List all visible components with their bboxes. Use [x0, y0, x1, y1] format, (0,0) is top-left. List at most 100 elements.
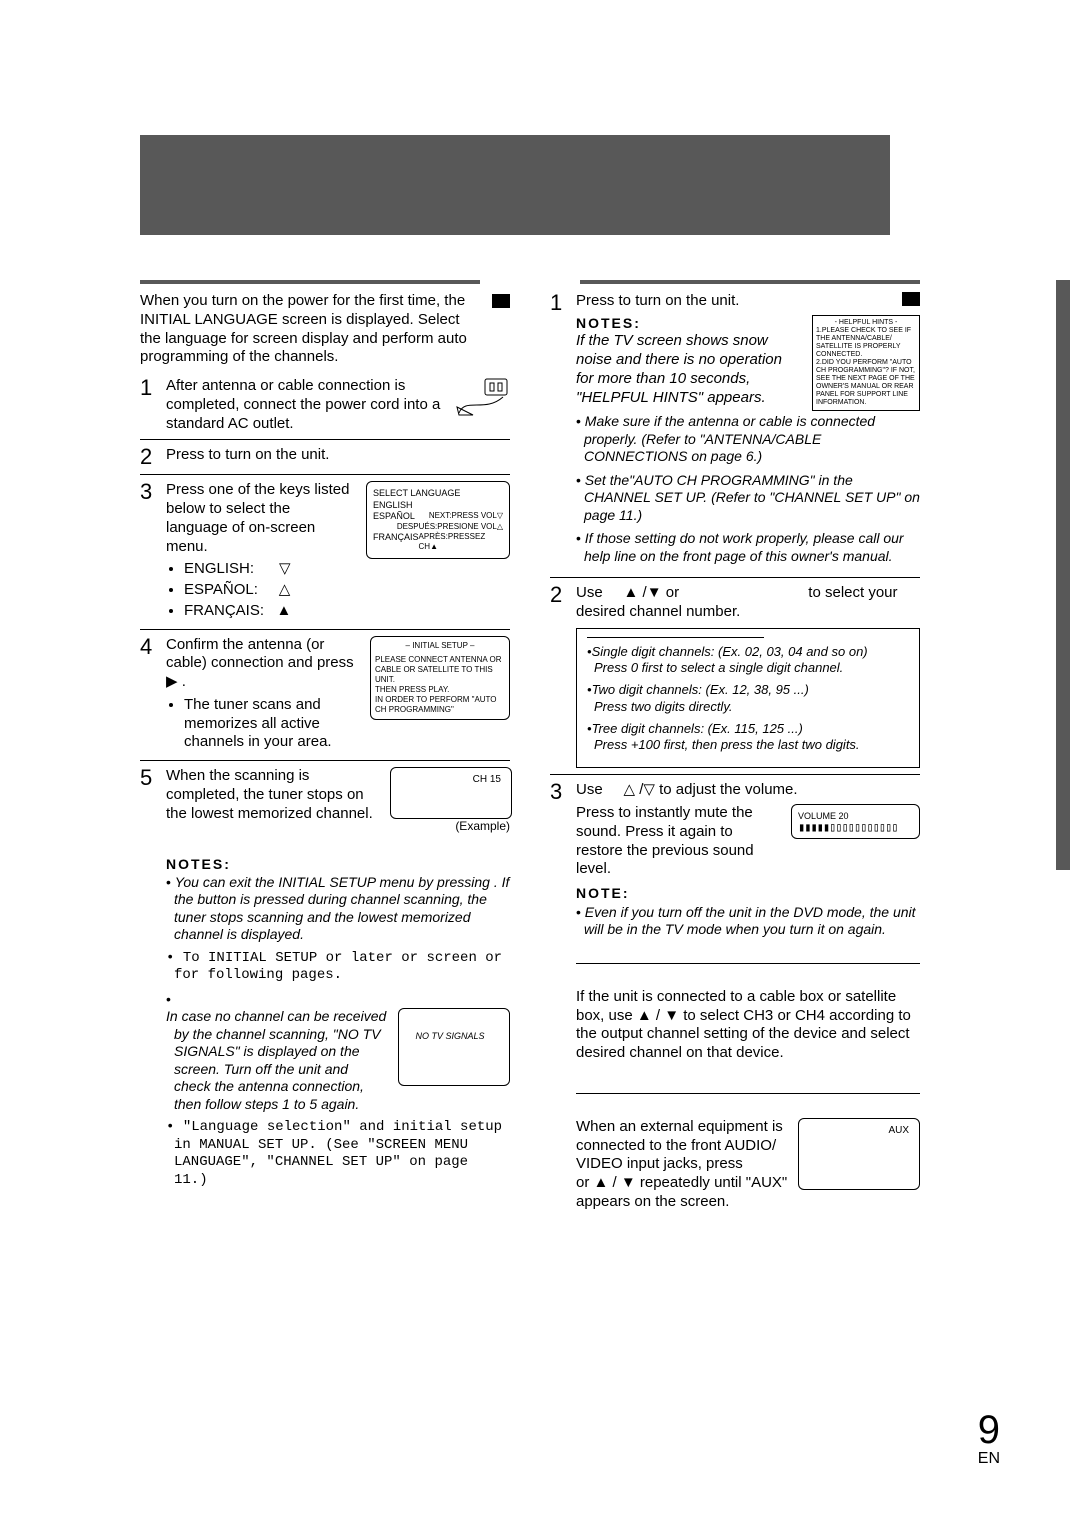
note-item: If those setting do not work properly, p… — [576, 530, 920, 565]
rs3-a: Use — [576, 781, 607, 798]
lang-espanol: ESPAÑOL: △ — [184, 581, 356, 600]
left-step-4: 4 Confirm the antenna (or cable) connect… — [140, 629, 510, 755]
left-rule — [140, 280, 480, 284]
power-icon — [902, 292, 920, 306]
rs2-b: or — [666, 584, 684, 601]
step2-a: Press — [166, 446, 209, 463]
note-item: To INITIAL SETUP or later or screen or f… — [166, 950, 510, 985]
osd-no-signal: NO TV SIGNALS — [398, 1008, 510, 1086]
vol-up-icon: △ — [279, 581, 291, 598]
ch-up-icon: ▲ — [624, 584, 639, 601]
step1-text: After antenna or cable connection is com… — [166, 377, 445, 433]
osd-language: SELECT LANGUAGE ENGLISH ESPAÑOL NEXT:PRE… — [366, 481, 510, 559]
right-column: 1 Press to turn on the unit. NOTES: — [550, 280, 920, 1212]
page: When you turn on the power for the first… — [0, 0, 1080, 1528]
osd-aux: AUX — [798, 1118, 920, 1190]
step-number: 1 — [550, 292, 576, 571]
mute-text: Press to instantly mute the sound. Press… — [576, 804, 781, 879]
left-step-1: 1 After antenna or cable connection is c… — [140, 377, 510, 433]
left-notes: NOTES: You can exit the INITIAL SETUP me… — [140, 856, 510, 1189]
osd-row: ESPAÑOL — [373, 511, 415, 522]
step2-b: to turn on the unit. — [209, 446, 330, 463]
notes-heading: NOTES: — [576, 315, 802, 333]
rs2-a: Use — [576, 584, 607, 601]
tip-line: •Two digit channels: (Ex. 12, 38, 95 ...… — [587, 682, 909, 715]
osd-body: PLEASE CONNECT ANTENNA OR CABLE OR SATEL… — [375, 655, 505, 715]
step-number: 2 — [550, 584, 576, 622]
left-step-3: 3 Press one of the keys listed below to … — [140, 474, 510, 622]
intro-note-body: If the TV screen shows snow noise and th… — [576, 332, 802, 407]
plug-illustration — [455, 377, 510, 417]
step-number: 4 — [140, 636, 166, 755]
side-accent — [1056, 280, 1070, 870]
step-number: 5 — [140, 767, 166, 834]
step4-li: The tuner scans and memorizes all active… — [184, 696, 360, 752]
right-step-2: 2 Use ▲ /▼ or to select your desired cha… — [550, 577, 920, 622]
hints-title: - HELPFUL HINTS - — [816, 319, 916, 327]
lang-fr-label: FRANÇAIS: — [184, 602, 264, 619]
osd-row: APRÈS:PRESSEZ CH▲ — [419, 532, 503, 552]
vol-bar: ▮▮▮▮▮▯▯▯▯▯▯▯▯▯▯▯ — [798, 822, 913, 832]
content: When you turn on the power for the first… — [140, 280, 920, 1212]
cable-box-para: If the unit is connected to a cable box … — [550, 988, 920, 1063]
note-item: Set the"AUTO CH PROGRAMMING" in the CHAN… — [576, 472, 920, 525]
osd-channel-example: CH 15 — [390, 767, 512, 819]
step-number: 1 — [140, 377, 166, 433]
note-item: Even if you turn off the unit in the DVD… — [576, 904, 920, 939]
step5-text: When the scanning is completed, the tune… — [166, 767, 380, 823]
osd-row: FRANÇAIS — [373, 532, 419, 552]
header-banner — [140, 135, 890, 235]
notes-heading: NOTES: — [166, 856, 510, 874]
lang-francais: FRANÇAIS: ▲ — [184, 602, 356, 621]
example-label: (Example) — [390, 819, 510, 834]
osd-volume: VOLUME 20 ▮▮▮▮▮▯▯▯▯▯▯▯▯▯▯▯ — [791, 804, 920, 839]
left-column: When you turn on the power for the first… — [140, 280, 510, 1212]
lang-en-label: ENGLISH: — [184, 560, 254, 577]
hints-body: 1.PLEASE CHECK TO SEE IF THE ANTENNA/CAB… — [816, 327, 916, 407]
rs3-b: to adjust the volume. — [659, 781, 797, 798]
step3-lead: Press one of the keys listed below to se… — [166, 481, 356, 556]
intro-text: When you turn on the power for the first… — [140, 292, 478, 367]
note-item: In case no channel can be received by th… — [166, 991, 510, 1114]
vol-down-icon: ▽ — [279, 560, 291, 577]
osd-row: ENGLISH — [373, 500, 503, 511]
rs1-b: to turn on the unit. — [619, 292, 740, 309]
channel-tips-box: •Single digit channels: (Ex. 02, 03, 04 … — [576, 628, 920, 769]
rs1-a: Press — [576, 292, 619, 309]
step-number: 3 — [550, 781, 576, 945]
step4-a: Confirm the antenna (or cable) connectio… — [166, 636, 354, 672]
aux-b: or ▲ / ▼ repeatedly until "AUX" appears … — [576, 1174, 787, 1210]
play-icon: ▶ — [166, 673, 178, 690]
left-step-2: 2 Press to turn on the unit. — [140, 439, 510, 468]
right-step-1: 1 Press to turn on the unit. NOTES: — [550, 292, 920, 571]
left-step-5: 5 When the scanning is completed, the tu… — [140, 760, 510, 834]
aux-a: When an external equipment is connected … — [576, 1118, 783, 1173]
osd-row: NEXT:PRESS VOL▽ — [429, 511, 503, 522]
page-number: 9 EN — [978, 1410, 1000, 1468]
tip-line: •Single digit channels: (Ex. 02, 03, 04 … — [587, 644, 909, 677]
osd-initial-setup: – INITIAL SETUP – PLEASE CONNECT ANTENNA… — [370, 636, 510, 720]
lang-english: ENGLISH: ▽ — [184, 560, 356, 579]
page-number-value: 9 — [978, 1410, 1000, 1450]
note-text: In case no channel can be received by th… — [174, 1008, 388, 1113]
lang-es-label: ESPAÑOL: — [184, 581, 258, 598]
step-number: 3 — [140, 481, 166, 622]
step4-b: . — [182, 673, 186, 690]
page-lang: EN — [978, 1450, 1000, 1468]
vol-up-icon: △ — [624, 781, 636, 798]
osd-helpful-hints: - HELPFUL HINTS - 1.PLEASE CHECK TO SEE … — [812, 315, 920, 412]
note-heading: NOTE: — [576, 885, 630, 901]
osd-title: SELECT LANGUAGE — [373, 488, 503, 499]
osd-row: DESPUÉS:PRESIONE VOL△ — [373, 522, 503, 532]
right-rule — [580, 280, 920, 284]
right-step-3: 3 Use △ /▽ to adjust the volume. Press t… — [550, 774, 920, 945]
tip-line: •Tree digit channels: (Ex. 115, 125 ...)… — [587, 721, 909, 754]
vol-down-icon: ▽ — [643, 781, 655, 798]
note-item: You can exit the INITIAL SETUP menu by p… — [166, 874, 510, 944]
step-number: 2 — [140, 446, 166, 468]
power-icon — [492, 294, 510, 308]
ch-down-icon: ▼ — [647, 584, 662, 601]
aux-section: When an external equipment is connected … — [550, 1118, 920, 1212]
ch-up-icon: ▲ — [277, 602, 292, 619]
note-item: Make sure if the antenna or cable is con… — [576, 413, 920, 466]
